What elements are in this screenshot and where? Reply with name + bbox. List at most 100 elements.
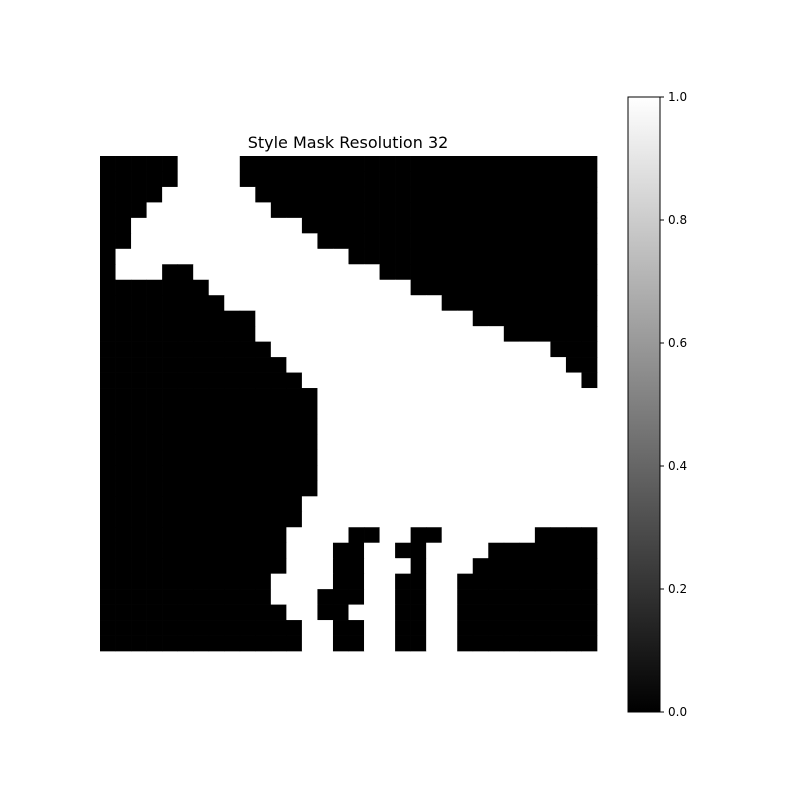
heatmap-cell <box>270 388 287 404</box>
heatmap-cell <box>208 542 225 559</box>
heatmap-cell <box>550 511 567 528</box>
heatmap-cell <box>239 511 256 528</box>
heatmap-cell <box>441 341 458 358</box>
heatmap-cell <box>131 511 147 528</box>
heatmap-cell <box>301 573 318 590</box>
heatmap-cell <box>286 279 303 296</box>
heatmap-cell <box>550 186 567 203</box>
heatmap-cell <box>410 635 427 652</box>
heatmap-cell <box>100 357 116 373</box>
heatmap-cell <box>146 264 163 281</box>
heatmap-cell <box>115 620 132 636</box>
heatmap-cell <box>255 635 272 652</box>
heatmap-cell <box>224 480 241 497</box>
heatmap-cell <box>379 465 396 482</box>
heatmap-cell <box>488 403 505 420</box>
heatmap-cell <box>364 388 380 404</box>
heatmap-cell <box>379 388 396 404</box>
heatmap-cell <box>224 449 241 466</box>
heatmap-cell <box>131 341 147 358</box>
heatmap-cell <box>348 202 365 219</box>
heatmap-cell <box>255 310 272 327</box>
heatmap-cell <box>472 248 489 265</box>
heatmap-cell <box>519 589 536 605</box>
heatmap-cell <box>457 542 474 559</box>
heatmap-cell <box>472 527 489 544</box>
heatmap-cell <box>457 341 474 358</box>
heatmap-cell <box>581 527 598 544</box>
heatmap-cell <box>115 295 132 312</box>
heatmap-cell <box>472 264 489 281</box>
heatmap-cell <box>177 388 194 404</box>
heatmap-cell <box>286 372 303 389</box>
heatmap-cell <box>193 279 210 296</box>
heatmap-cell <box>379 527 396 544</box>
heatmap-cell <box>534 295 551 312</box>
heatmap-cell <box>519 372 536 389</box>
heatmap-cell <box>193 573 210 590</box>
heatmap-cell <box>286 403 303 420</box>
heatmap-cell <box>301 604 318 621</box>
heatmap-cell <box>224 295 241 312</box>
heatmap-cell <box>426 202 443 219</box>
heatmap-cell <box>162 295 179 312</box>
heatmap-cell <box>503 372 520 389</box>
heatmap-cell <box>208 480 225 497</box>
heatmap-cell <box>503 279 520 296</box>
heatmap-cell <box>379 326 396 342</box>
heatmap-cell <box>146 589 163 605</box>
heatmap-cell <box>503 217 520 234</box>
heatmap-cell <box>332 573 349 590</box>
heatmap-cell <box>270 620 287 636</box>
heatmap-cell <box>286 480 303 497</box>
heatmap-cell <box>441 573 458 590</box>
heatmap-cell <box>457 480 474 497</box>
heatmap-cell <box>270 542 287 559</box>
heatmap-cell <box>239 202 256 219</box>
heatmap-cell <box>115 542 132 559</box>
heatmap-cell <box>395 542 411 559</box>
heatmap-cell <box>115 465 132 482</box>
heatmap-cell <box>146 279 163 296</box>
heatmap-cell <box>162 279 179 296</box>
heatmap-cell <box>565 326 582 342</box>
heatmap-cell <box>177 279 194 296</box>
heatmap-cell <box>488 310 505 327</box>
heatmap-cell <box>100 418 116 435</box>
heatmap-cell <box>379 558 396 575</box>
heatmap-cell <box>270 418 287 435</box>
heatmap-cell <box>193 357 210 373</box>
heatmap-cell <box>177 635 194 652</box>
heatmap-cell <box>395 480 411 497</box>
heatmap-cell <box>410 202 427 219</box>
heatmap-cell <box>131 372 147 389</box>
colorbar-gradient-bar <box>627 96 661 713</box>
heatmap-cell <box>255 527 272 544</box>
heatmap-cell <box>519 542 536 559</box>
heatmap-cell <box>270 264 287 281</box>
heatmap-cell <box>317 372 334 389</box>
heatmap-cell <box>146 403 163 420</box>
heatmap-cell <box>503 233 520 250</box>
heatmap-cell <box>177 573 194 590</box>
heatmap-cell <box>472 202 489 219</box>
heatmap-cell <box>301 558 318 575</box>
heatmap-cell <box>224 156 241 172</box>
heatmap-cell <box>395 558 411 575</box>
heatmap-cell <box>146 604 163 621</box>
heatmap-cell <box>364 480 380 497</box>
heatmap-cell <box>534 202 551 219</box>
heatmap-cell <box>270 233 287 250</box>
heatmap-cell <box>208 388 225 404</box>
heatmap-cell <box>503 573 520 590</box>
heatmap-cell <box>503 604 520 621</box>
heatmap-cell <box>193 295 210 312</box>
heatmap-cell <box>208 418 225 435</box>
heatmap-cell <box>534 341 551 358</box>
heatmap-cell <box>146 620 163 636</box>
heatmap-cell <box>581 589 598 605</box>
heatmap-cell <box>162 403 179 420</box>
heatmap-cell <box>519 558 536 575</box>
heatmap-cell <box>348 171 365 188</box>
heatmap-cell <box>100 217 116 234</box>
